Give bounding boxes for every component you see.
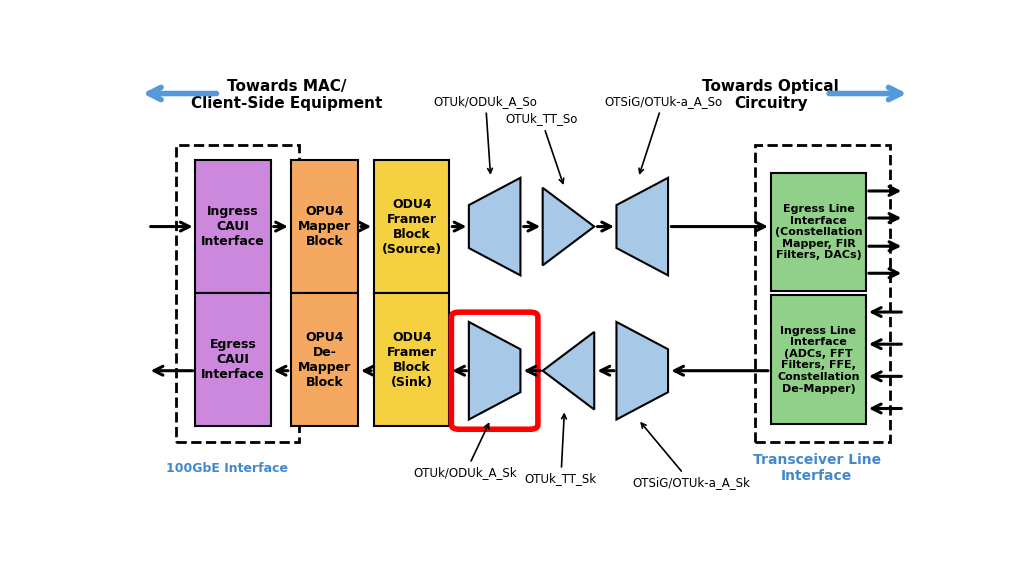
Text: OTUk/ODUk_A_So: OTUk/ODUk_A_So [433, 94, 538, 173]
Polygon shape [543, 332, 594, 410]
Text: 100GbE Interface: 100GbE Interface [166, 462, 288, 475]
Text: Egress Line
Interface
(Constellation
Mapper, FIR
Filters, DACs): Egress Line Interface (Constellation Map… [774, 204, 862, 260]
FancyBboxPatch shape [196, 160, 270, 293]
Text: Towards Optical
Circuitry: Towards Optical Circuitry [702, 79, 840, 111]
FancyBboxPatch shape [771, 295, 866, 424]
FancyBboxPatch shape [374, 160, 450, 293]
FancyBboxPatch shape [771, 173, 866, 291]
Text: OTSiG/OTUk-a_A_Sk: OTSiG/OTUk-a_A_Sk [632, 423, 750, 489]
Text: OTUk_TT_So: OTUk_TT_So [505, 112, 578, 183]
Text: OPU4
De-
Mapper
Block: OPU4 De- Mapper Block [298, 331, 351, 389]
Text: OTUk_TT_Sk: OTUk_TT_Sk [524, 414, 597, 486]
Polygon shape [616, 178, 668, 275]
Text: Egress
CAUI
Interface: Egress CAUI Interface [202, 338, 265, 381]
Text: ODU4
Framer
Block
(Source): ODU4 Framer Block (Source) [382, 198, 441, 256]
Text: Transceiver Line
Interface: Transceiver Line Interface [753, 453, 881, 483]
FancyBboxPatch shape [291, 160, 358, 293]
Polygon shape [543, 188, 594, 266]
Text: OTSiG/OTUk-a_A_So: OTSiG/OTUk-a_A_So [604, 94, 722, 173]
FancyBboxPatch shape [374, 293, 450, 426]
Text: ODU4
Framer
Block
(Sink): ODU4 Framer Block (Sink) [387, 331, 436, 389]
Text: OTUk/ODUk_A_Sk: OTUk/ODUk_A_Sk [414, 424, 517, 479]
FancyBboxPatch shape [291, 293, 358, 426]
Text: Ingress Line
Interface
(ADCs, FFT
Filters, FFE,
Constellation
De-Mapper): Ingress Line Interface (ADCs, FFT Filter… [777, 325, 860, 393]
Polygon shape [616, 322, 668, 419]
Text: Towards MAC/
Client-Side Equipment: Towards MAC/ Client-Side Equipment [191, 79, 382, 111]
FancyBboxPatch shape [196, 293, 270, 426]
Polygon shape [469, 322, 520, 419]
Text: Ingress
CAUI
Interface: Ingress CAUI Interface [202, 205, 265, 248]
Polygon shape [469, 178, 520, 275]
Text: OPU4
Mapper
Block: OPU4 Mapper Block [298, 205, 351, 248]
